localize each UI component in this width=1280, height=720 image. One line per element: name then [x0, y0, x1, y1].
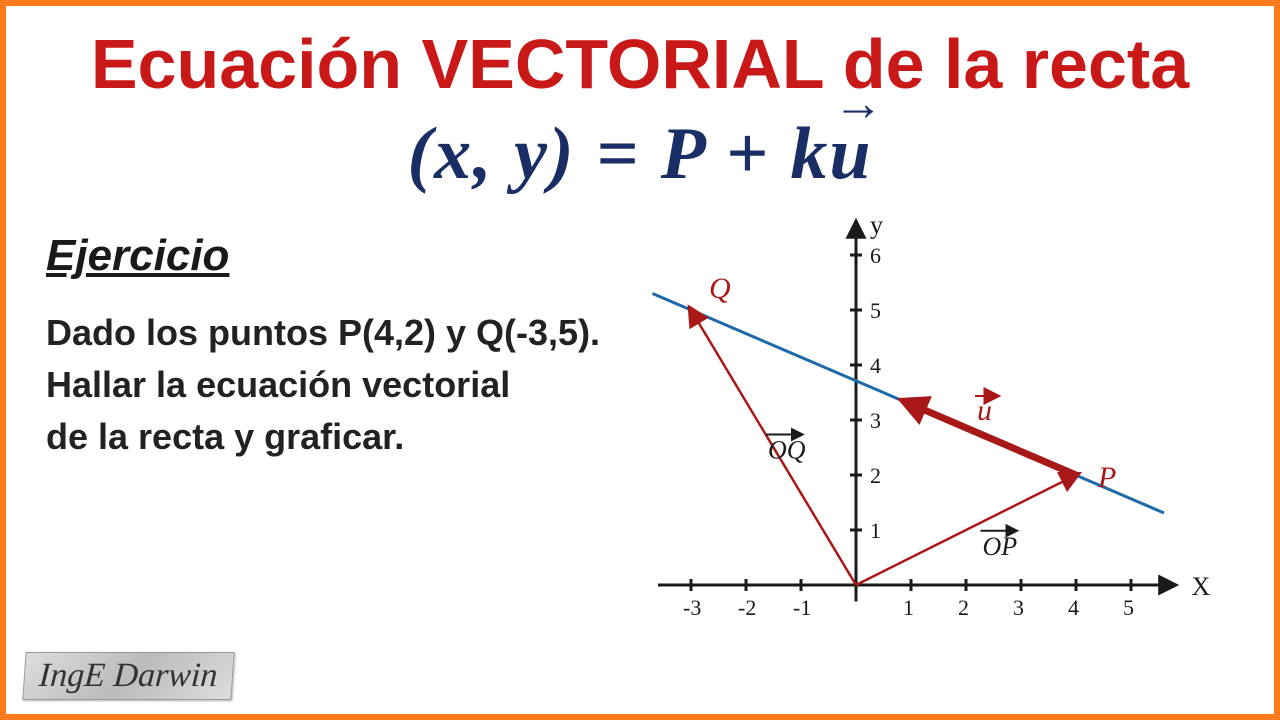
svg-text:OP: OP: [983, 532, 1018, 561]
exercise-block: Ejercicio Dado los puntos P(4,2) y Q(-3,…: [46, 225, 606, 630]
slide-title: Ecuación VECTORIAL de la recta: [46, 24, 1234, 104]
svg-text:1: 1: [903, 595, 914, 620]
eq-equals: =: [576, 113, 661, 195]
svg-text:4: 4: [870, 353, 881, 378]
exercise-body: Dado los puntos P(4,2) y Q(-3,5). Hallar…: [46, 307, 606, 464]
vector-equation: (x, y) = P + ku: [46, 112, 1234, 197]
eq-u-vector: u: [829, 112, 872, 197]
svg-text:3: 3: [1013, 595, 1024, 620]
svg-text:6: 6: [870, 243, 881, 268]
graph: Xy-3-2-112345123456PQOPOQu: [626, 225, 1266, 630]
svg-text:5: 5: [870, 298, 881, 323]
svg-text:4: 4: [1068, 595, 1079, 620]
svg-text:-2: -2: [738, 595, 756, 620]
svg-text:-3: -3: [683, 595, 701, 620]
svg-text:3: 3: [870, 408, 881, 433]
svg-text:-1: -1: [793, 595, 811, 620]
svg-text:2: 2: [958, 595, 969, 620]
svg-text:P: P: [1097, 461, 1116, 494]
eq-plus: +: [705, 113, 790, 195]
svg-text:u: u: [977, 394, 992, 427]
exercise-line: de la recta y graficar.: [46, 411, 606, 463]
exercise-line: Hallar la ecuación vectorial: [46, 359, 606, 411]
graph-svg: Xy-3-2-112345123456PQOPOQu: [626, 225, 1266, 625]
slide-frame: Ecuación VECTORIAL de la recta (x, y) = …: [6, 6, 1274, 714]
svg-text:5: 5: [1123, 595, 1134, 620]
eq-P: P: [661, 113, 705, 195]
eq-lhs: (x, y): [407, 113, 575, 195]
svg-text:OQ: OQ: [768, 436, 806, 465]
author-watermark: IngE Darwin: [22, 652, 234, 700]
svg-text:2: 2: [870, 463, 881, 488]
exercise-heading: Ejercicio: [46, 231, 606, 281]
svg-text:X: X: [1192, 572, 1211, 601]
eq-k: k: [790, 113, 829, 195]
svg-text:Q: Q: [709, 272, 731, 305]
svg-text:y: y: [870, 211, 883, 240]
exercise-line: Dado los puntos P(4,2) y Q(-3,5).: [46, 307, 606, 359]
svg-text:1: 1: [870, 518, 881, 543]
lower-row: Ejercicio Dado los puntos P(4,2) y Q(-3,…: [46, 225, 1234, 630]
